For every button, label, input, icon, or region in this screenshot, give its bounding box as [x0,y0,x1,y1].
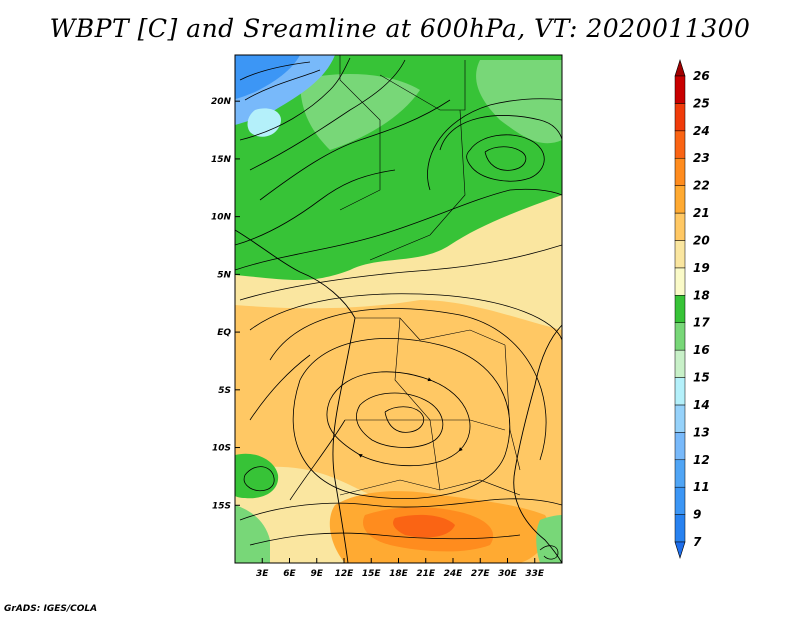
colorbar-segment [675,378,685,405]
colorbar-bottom-arrow [675,542,685,558]
y-tick-label: 10S [212,444,231,454]
colorbar-segment [675,295,685,322]
colorbar-segment [675,158,685,185]
y-tick-label: 10N [211,213,232,223]
colorbar-label: 18 [693,288,710,302]
colorbar-label: 24 [693,124,710,138]
colorbar-label: 17 [693,316,710,330]
colorbar-label: 14 [693,398,710,412]
colorbar-label: 21 [693,206,710,220]
wbpt-field-green-se [536,515,562,563]
colorbar-label: 11 [693,480,710,494]
y-tick-label: 5N [217,270,231,280]
colorbar-segment [675,103,685,130]
colorbar-segment [675,487,685,514]
colorbar-label: 12 [693,453,710,467]
colorbar-label: 15 [693,371,710,385]
colorbar-segment [675,131,685,158]
colorbar-label: 22 [693,179,710,193]
colorbar-segment [675,268,685,295]
x-tick-label: 6E [283,569,296,579]
colorbar-label: 7 [693,535,702,549]
colorbar-label: 19 [693,261,710,275]
colorbar-segment [675,186,685,213]
colorbar-label: 16 [693,343,710,357]
x-tick-label: 18E [389,569,409,579]
colorbar-segment [675,405,685,432]
colorbar-segment [675,460,685,487]
colorbar-segment [675,432,685,459]
x-tick-label: 9E [311,569,324,579]
credit-label: GrADS: IGES/COLA [4,604,97,614]
colorbar-segment [675,323,685,350]
y-tick-label: 15S [212,501,231,511]
y-tick-label: 5S [218,386,231,396]
colorbar-segment [675,515,685,542]
colorbar-label: 23 [693,151,710,165]
colorbar-segment [675,76,685,103]
colorbar-label: 13 [693,425,710,439]
x-tick-label: 21E [416,569,436,579]
colorbar-label: 20 [693,233,710,247]
x-tick-label: 12E [335,569,355,579]
colorbar-segment [675,240,685,267]
y-tick-label: 20N [211,97,232,107]
x-tick-label: 24E [444,569,464,579]
colorbar: 7 9 11 12 13 14 15 16 17 18 19 20 21 22 23 24 25 26 [675,60,710,558]
map-panel [235,55,562,563]
colorbar-label: 25 [693,96,710,110]
x-tick-label: 3E [256,569,269,579]
colorbar-segment [675,213,685,240]
x-tick-label: 15E [362,569,382,579]
y-tick-label: EQ [217,328,231,338]
colorbar-label: 9 [693,508,701,522]
x-tick-label: 27E [471,569,491,579]
x-tick-label: 33E [525,569,545,579]
colorbar-top-arrow [675,60,685,76]
x-tick-label: 30E [498,569,518,579]
colorbar-segment [675,350,685,377]
colorbar-label: 26 [693,69,710,83]
y-tick-label: 15N [211,155,232,165]
